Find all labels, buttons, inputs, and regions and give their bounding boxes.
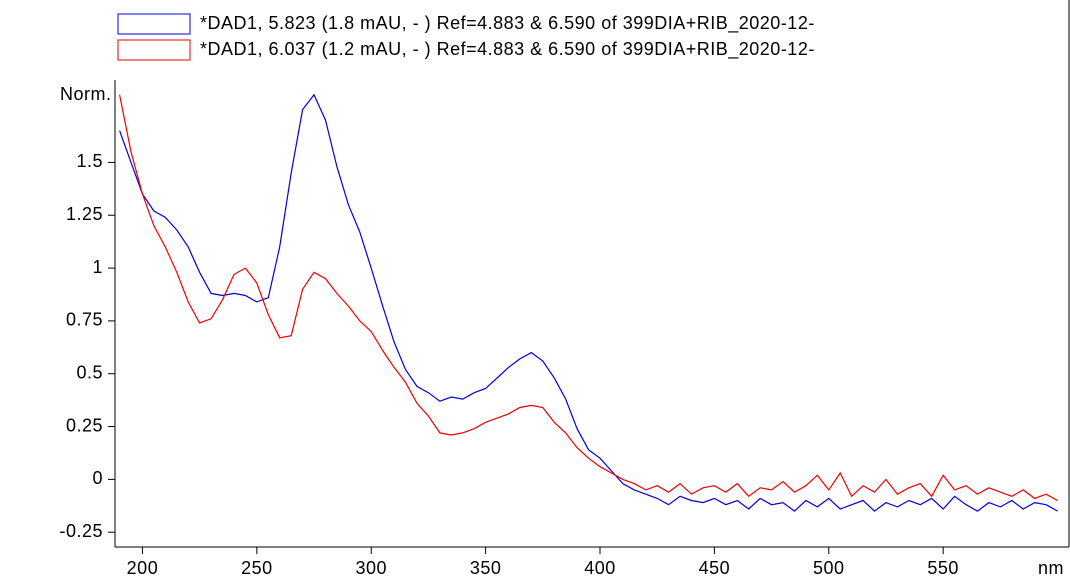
x-tick-label: 200 — [127, 558, 159, 578]
legend-label: *DAD1, 5.823 (1.8 mAU, - ) Ref=4.883 & 6… — [200, 13, 815, 34]
y-tick-label: 0 — [92, 468, 103, 488]
y-axis-label: Norm. — [60, 84, 112, 104]
y-tick-label: 1.25 — [66, 204, 103, 224]
y-tick-label: 0.75 — [66, 310, 103, 330]
y-tick-label: 1.5 — [76, 151, 103, 171]
series-line — [119, 93, 1058, 512]
legend-label: *DAD1, 6.037 (1.2 mAU, - ) Ref=4.883 & 6… — [200, 39, 815, 60]
x-axis-label: nm — [1038, 558, 1064, 578]
x-tick-label: 250 — [241, 558, 273, 578]
series-line — [119, 94, 1058, 502]
x-tick-label: 450 — [699, 558, 731, 578]
legend-swatch — [117, 13, 191, 35]
x-tick-label: 300 — [355, 558, 387, 578]
legend-swatch — [117, 39, 191, 61]
x-tick-label: 350 — [470, 558, 502, 578]
y-tick-label: 0.25 — [66, 415, 103, 435]
x-tick-label: 550 — [927, 558, 959, 578]
x-tick-label: 400 — [584, 558, 616, 578]
x-tick-label: 500 — [813, 558, 845, 578]
y-tick-label: 0.5 — [76, 362, 103, 382]
y-tick-label: -0.25 — [59, 521, 103, 541]
y-tick-label: 1 — [92, 257, 103, 277]
